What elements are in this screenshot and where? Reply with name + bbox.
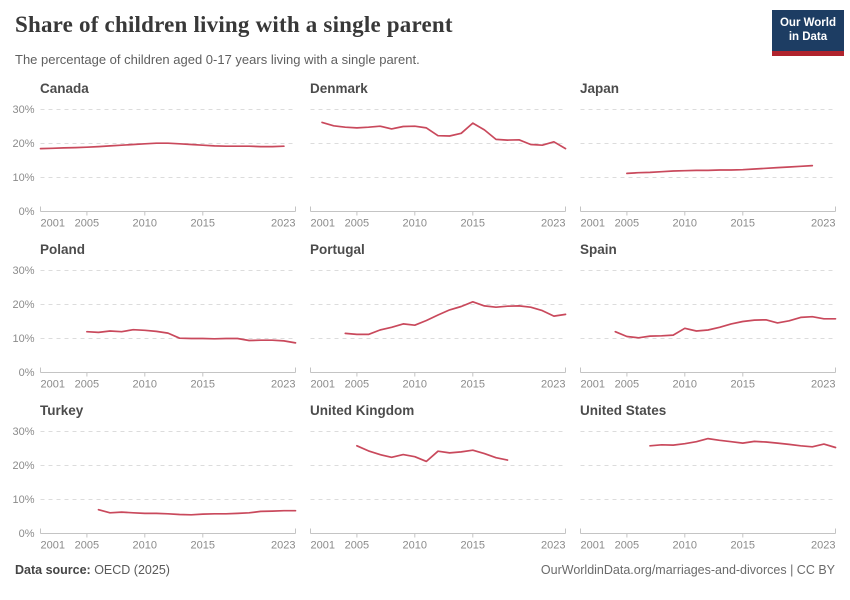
footer-source-value: OECD (2025): [90, 563, 170, 577]
svg-text:2010: 2010: [133, 379, 157, 391]
svg-text:2023: 2023: [541, 540, 565, 552]
line-chart-japan: 2001 2005 2010 2015 2023: [580, 109, 836, 230]
owid-logo: Our World in Data: [771, 10, 844, 56]
owid-logo-line1: Our World: [779, 17, 836, 29]
svg-text:2015: 2015: [191, 218, 215, 230]
svg-text:10%: 10%: [12, 494, 34, 506]
line-chart-united-states: 2001 2005 2010 2015 2023: [580, 431, 837, 552]
svg-text:2001: 2001: [311, 540, 335, 552]
page-subtitle: The percentage of children aged 0-17 yea…: [15, 52, 420, 67]
svg-text:2015: 2015: [191, 540, 215, 552]
svg-text:2001: 2001: [41, 379, 65, 391]
svg-text:2015: 2015: [191, 379, 215, 391]
svg-text:2015: 2015: [731, 379, 755, 391]
svg-text:2010: 2010: [403, 540, 427, 552]
chart-title-poland: Poland: [40, 242, 86, 257]
svg-text:2010: 2010: [673, 218, 697, 230]
footer-source: Data source: OECD (2025): [15, 563, 170, 577]
svg-text:2023: 2023: [271, 379, 295, 391]
svg-text:20%: 20%: [12, 299, 34, 311]
svg-text:2001: 2001: [311, 379, 335, 391]
line-chart-spain: 2001 2005 2010 2015 2023: [580, 270, 837, 391]
svg-text:2005: 2005: [345, 540, 369, 552]
svg-text:2023: 2023: [811, 218, 835, 230]
chart-title-portugal: Portugal: [310, 242, 365, 257]
line-chart-denmark: 2001 2005 2010 2015 2023: [310, 109, 567, 230]
svg-text:2005: 2005: [615, 218, 639, 230]
svg-text:2010: 2010: [133, 218, 157, 230]
svg-text:2023: 2023: [271, 218, 295, 230]
svg-text:2023: 2023: [811, 379, 835, 391]
svg-text:2001: 2001: [41, 218, 65, 230]
svg-text:2001: 2001: [581, 218, 605, 230]
chart-title-japan: Japan: [580, 81, 620, 96]
svg-text:2010: 2010: [673, 379, 697, 391]
svg-text:2005: 2005: [75, 379, 99, 391]
svg-text:2001: 2001: [41, 540, 65, 552]
svg-text:2023: 2023: [811, 540, 835, 552]
svg-text:2015: 2015: [461, 540, 485, 552]
line-chart-poland: 2001 2005 2010 2015 2023 0% 10% 20% 30%: [12, 265, 297, 391]
svg-text:10%: 10%: [12, 172, 34, 184]
svg-text:2023: 2023: [541, 379, 565, 391]
svg-text:0%: 0%: [19, 367, 35, 379]
svg-text:2005: 2005: [615, 540, 639, 552]
svg-text:2015: 2015: [731, 218, 755, 230]
line-chart-turkey: 2001 2005 2010 2015 2023 0% 10% 20% 30%: [12, 426, 297, 552]
line-chart-canada: 2001 2005 2010 2015 2023 0% 10% 20% 30%: [12, 104, 296, 230]
svg-text:30%: 30%: [12, 426, 34, 438]
svg-text:2005: 2005: [345, 218, 369, 230]
svg-text:2010: 2010: [403, 218, 427, 230]
footer-source-label: Data source:: [15, 563, 91, 577]
chart-title-canada: Canada: [40, 81, 89, 96]
chart-title-turkey: Turkey: [40, 403, 84, 418]
svg-text:2015: 2015: [461, 379, 485, 391]
svg-text:2023: 2023: [541, 218, 565, 230]
svg-text:2001: 2001: [581, 540, 605, 552]
chart-title-united-states: United States: [580, 403, 667, 418]
svg-text:2005: 2005: [615, 379, 639, 391]
owid-logo-line2: in Data: [788, 31, 828, 44]
footer-citation: OurWorldinData.org/marriages-and-divorce…: [540, 563, 835, 577]
svg-text:2010: 2010: [133, 540, 157, 552]
chart-title-united-kingdom: United Kingdom: [310, 403, 415, 418]
chart-title-spain: Spain: [580, 242, 617, 257]
svg-text:20%: 20%: [12, 460, 34, 472]
svg-text:2005: 2005: [345, 379, 369, 391]
svg-text:10%: 10%: [12, 333, 34, 345]
svg-text:2001: 2001: [311, 218, 335, 230]
svg-text:20%: 20%: [12, 138, 34, 150]
svg-text:2015: 2015: [461, 218, 485, 230]
line-chart-portugal: 2001 2005 2010 2015 2023: [310, 270, 567, 391]
svg-text:30%: 30%: [12, 104, 34, 116]
line-chart-united-kingdom: 2001 2005 2010 2015 2023: [310, 431, 566, 552]
page-title: Share of children living with a single p…: [15, 12, 453, 37]
svg-text:2010: 2010: [673, 540, 697, 552]
chart-title-denmark: Denmark: [310, 81, 368, 96]
svg-text:2015: 2015: [731, 540, 755, 552]
svg-text:2005: 2005: [75, 540, 99, 552]
footer: Data source: OECD (2025) OurWorldinData.…: [0, 563, 850, 577]
svg-text:2005: 2005: [75, 218, 99, 230]
svg-text:30%: 30%: [12, 265, 34, 277]
svg-text:0%: 0%: [19, 528, 35, 540]
svg-text:2001: 2001: [581, 379, 605, 391]
svg-text:2010: 2010: [403, 379, 427, 391]
svg-text:2023: 2023: [271, 540, 295, 552]
svg-text:0%: 0%: [19, 206, 35, 218]
